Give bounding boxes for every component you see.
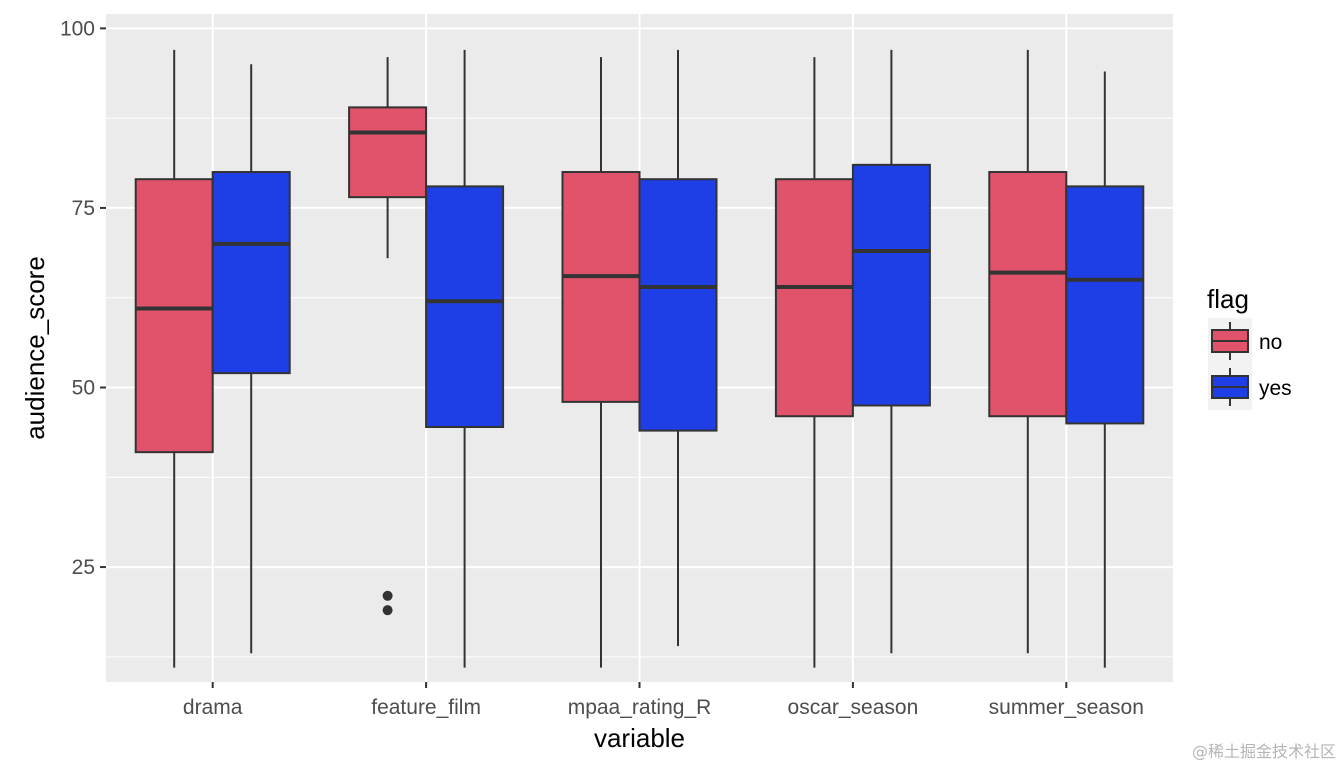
box-iqr [134,178,214,454]
box-yes-feature_film [425,49,505,668]
y-tick-label: 25 [72,556,95,579]
box-yes-oscar_season [851,49,931,654]
y-tick-label: 75 [72,197,95,220]
box-no-feature_film [348,57,428,616]
box-iqr [851,163,931,407]
outlier-point [382,590,393,601]
x-tick-label: oscar_season [788,696,919,719]
box-yes-mpaa_rating_R [638,49,718,647]
box-series [134,49,1145,668]
box-no-mpaa_rating_R [561,57,641,668]
box-iqr [348,106,428,199]
box-iqr [774,178,854,418]
box-no-summer_season [988,49,1068,654]
legend: flag no yes [1207,284,1292,410]
x-tick-label: summer_season [989,696,1144,719]
y-axis-title: audience_score [20,256,50,440]
y-tick-label: 100 [60,17,95,40]
box-iqr [211,171,291,375]
legend-label: yes [1259,377,1292,400]
legend-title: flag [1207,284,1249,314]
box-iqr [988,171,1068,418]
box-iqr [1065,185,1145,425]
axes: 25 50 75 100 drama feature_film mpaa_rating_R o… [60,17,1144,719]
legend-item-yes: yes [1208,364,1292,410]
box-yes-drama [211,64,291,654]
x-tick-label: drama [183,696,243,719]
box-iqr [638,178,718,432]
y-tick-label: 50 [72,377,95,400]
legend-item-no: no [1208,318,1282,364]
x-tick-label: mpaa_rating_R [568,696,712,719]
x-tick-label: feature_film [371,696,481,719]
box-yes-summer_season [1065,71,1145,668]
legend-label: no [1259,331,1282,354]
x-axis-title: variable [594,723,685,753]
watermark: @稀土掘金技术社区 [1191,742,1336,761]
outlier-point [382,605,393,616]
box-iqr [425,185,505,429]
box-iqr [561,171,641,403]
box-no-drama [134,49,214,668]
